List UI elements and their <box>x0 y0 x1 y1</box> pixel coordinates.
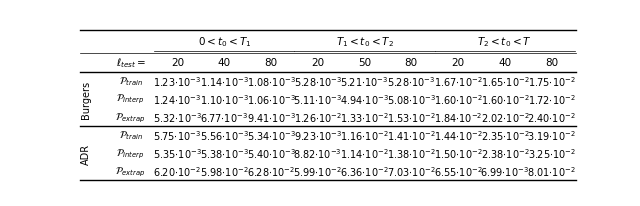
Text: $5.28{\cdot}10^{-3}$: $5.28{\cdot}10^{-3}$ <box>294 74 342 88</box>
Text: $1.50{\cdot}10^{-2}$: $1.50{\cdot}10^{-2}$ <box>434 146 483 160</box>
Text: $5.75{\cdot}10^{-3}$: $5.75{\cdot}10^{-3}$ <box>154 128 202 142</box>
Text: $1.60{\cdot}10^{-2}$: $1.60{\cdot}10^{-2}$ <box>434 92 483 106</box>
Text: $1.33{\cdot}10^{-2}$: $1.33{\cdot}10^{-2}$ <box>340 110 389 124</box>
Text: $6.77{\cdot}10^{-3}$: $6.77{\cdot}10^{-3}$ <box>200 110 248 124</box>
Text: 40: 40 <box>218 58 231 68</box>
Text: $\mathcal{P}_{extrap}$: $\mathcal{P}_{extrap}$ <box>115 111 146 124</box>
Text: $5.08{\cdot}10^{-3}$: $5.08{\cdot}10^{-3}$ <box>387 92 436 106</box>
Text: $1.72{\cdot}10^{-2}$: $1.72{\cdot}10^{-2}$ <box>528 92 575 106</box>
Text: $2.40{\cdot}10^{-2}$: $2.40{\cdot}10^{-2}$ <box>527 110 576 124</box>
Text: $2.35{\cdot}10^{-2}$: $2.35{\cdot}10^{-2}$ <box>481 128 529 142</box>
Text: 20: 20 <box>311 58 324 68</box>
Text: $9.41{\cdot}10^{-3}$: $9.41{\cdot}10^{-3}$ <box>246 110 296 124</box>
Text: $5.99{\cdot}10^{-2}$: $5.99{\cdot}10^{-2}$ <box>294 164 342 178</box>
Text: $8.82{\cdot}10^{-3}$: $8.82{\cdot}10^{-3}$ <box>294 146 342 160</box>
Text: 50: 50 <box>358 58 371 68</box>
Text: $1.44{\cdot}10^{-2}$: $1.44{\cdot}10^{-2}$ <box>434 128 483 142</box>
Text: $5.35{\cdot}10^{-3}$: $5.35{\cdot}10^{-3}$ <box>153 146 202 160</box>
Text: $1.41{\cdot}10^{-2}$: $1.41{\cdot}10^{-2}$ <box>387 128 436 142</box>
Text: $T_2 < t_0 < T$: $T_2 < t_0 < T$ <box>477 35 532 49</box>
Text: $0 < t_0 < T_1$: $0 < t_0 < T_1$ <box>198 35 251 49</box>
Text: $1.60{\cdot}10^{-2}$: $1.60{\cdot}10^{-2}$ <box>481 92 529 106</box>
Text: $1.14{\cdot}10^{-3}$: $1.14{\cdot}10^{-3}$ <box>200 74 248 88</box>
Text: $5.32{\cdot}10^{-3}$: $5.32{\cdot}10^{-3}$ <box>153 110 202 124</box>
Text: 40: 40 <box>499 58 511 68</box>
Text: $4.94{\cdot}10^{-3}$: $4.94{\cdot}10^{-3}$ <box>340 92 389 106</box>
Text: $6.99{\cdot}10^{-3}$: $6.99{\cdot}10^{-3}$ <box>481 164 529 178</box>
Text: $\ell_{test} =$: $\ell_{test} =$ <box>115 56 146 70</box>
Text: $1.23{\cdot}10^{-3}$: $1.23{\cdot}10^{-3}$ <box>154 74 202 88</box>
Text: $1.06{\cdot}10^{-3}$: $1.06{\cdot}10^{-3}$ <box>246 92 296 106</box>
Text: $1.26{\cdot}10^{-2}$: $1.26{\cdot}10^{-2}$ <box>294 110 342 124</box>
Text: $1.14{\cdot}10^{-2}$: $1.14{\cdot}10^{-2}$ <box>340 146 389 160</box>
Text: $5.98{\cdot}10^{-2}$: $5.98{\cdot}10^{-2}$ <box>200 164 248 178</box>
Text: $2.38{\cdot}10^{-2}$: $2.38{\cdot}10^{-2}$ <box>481 146 529 160</box>
Text: $7.03{\cdot}10^{-2}$: $7.03{\cdot}10^{-2}$ <box>387 164 436 178</box>
Text: $\mathcal{P}_{train}$: $\mathcal{P}_{train}$ <box>118 129 143 142</box>
Text: 20: 20 <box>171 58 184 68</box>
Text: $1.16{\cdot}10^{-2}$: $1.16{\cdot}10^{-2}$ <box>340 128 389 142</box>
Text: $5.11{\cdot}10^{-3}$: $5.11{\cdot}10^{-3}$ <box>293 92 342 106</box>
Text: $1.67{\cdot}10^{-2}$: $1.67{\cdot}10^{-2}$ <box>434 74 483 88</box>
Text: $\mathcal{P}_{interp}$: $\mathcal{P}_{interp}$ <box>116 93 145 106</box>
Text: $\mathcal{P}_{interp}$: $\mathcal{P}_{interp}$ <box>116 146 145 160</box>
Text: $1.75{\cdot}10^{-2}$: $1.75{\cdot}10^{-2}$ <box>528 74 575 88</box>
Text: $5.34{\cdot}10^{-3}$: $5.34{\cdot}10^{-3}$ <box>246 128 296 142</box>
Text: $6.55{\cdot}10^{-2}$: $6.55{\cdot}10^{-2}$ <box>434 164 483 178</box>
Text: $3.25{\cdot}10^{-2}$: $3.25{\cdot}10^{-2}$ <box>527 146 575 160</box>
Text: $5.28{\cdot}10^{-3}$: $5.28{\cdot}10^{-3}$ <box>387 74 435 88</box>
Text: $6.36{\cdot}10^{-2}$: $6.36{\cdot}10^{-2}$ <box>340 164 389 178</box>
Text: $2.02{\cdot}10^{-2}$: $2.02{\cdot}10^{-2}$ <box>481 110 529 124</box>
Text: $5.38{\cdot}10^{-3}$: $5.38{\cdot}10^{-3}$ <box>200 146 248 160</box>
Text: $9.23{\cdot}10^{-3}$: $9.23{\cdot}10^{-3}$ <box>294 128 342 142</box>
Text: 20: 20 <box>451 58 465 68</box>
Text: $6.28{\cdot}10^{-2}$: $6.28{\cdot}10^{-2}$ <box>247 164 295 178</box>
Text: $1.53{\cdot}10^{-2}$: $1.53{\cdot}10^{-2}$ <box>387 110 436 124</box>
Text: $1.84{\cdot}10^{-2}$: $1.84{\cdot}10^{-2}$ <box>434 110 483 124</box>
Text: Burgers: Burgers <box>81 80 91 118</box>
Text: $1.08{\cdot}10^{-3}$: $1.08{\cdot}10^{-3}$ <box>246 74 296 88</box>
Text: $3.19{\cdot}10^{-2}$: $3.19{\cdot}10^{-2}$ <box>527 128 576 142</box>
Text: $5.40{\cdot}10^{-3}$: $5.40{\cdot}10^{-3}$ <box>246 146 296 160</box>
Text: $5.56{\cdot}10^{-3}$: $5.56{\cdot}10^{-3}$ <box>200 128 248 142</box>
Text: $1.24{\cdot}10^{-3}$: $1.24{\cdot}10^{-3}$ <box>154 92 202 106</box>
Text: $8.01{\cdot}10^{-2}$: $8.01{\cdot}10^{-2}$ <box>527 164 576 178</box>
Text: $1.10{\cdot}10^{-3}$: $1.10{\cdot}10^{-3}$ <box>200 92 248 106</box>
Text: 80: 80 <box>404 58 418 68</box>
Text: $\mathcal{P}_{train}$: $\mathcal{P}_{train}$ <box>118 75 143 88</box>
Text: 80: 80 <box>545 58 558 68</box>
Text: $5.21{\cdot}10^{-3}$: $5.21{\cdot}10^{-3}$ <box>340 74 388 88</box>
Text: $6.20{\cdot}10^{-2}$: $6.20{\cdot}10^{-2}$ <box>154 164 202 178</box>
Text: ADR: ADR <box>81 143 91 164</box>
Text: $1.65{\cdot}10^{-2}$: $1.65{\cdot}10^{-2}$ <box>481 74 529 88</box>
Text: $\mathcal{P}_{extrap}$: $\mathcal{P}_{extrap}$ <box>115 165 146 178</box>
Text: $1.38{\cdot}10^{-2}$: $1.38{\cdot}10^{-2}$ <box>387 146 436 160</box>
Text: 80: 80 <box>264 58 278 68</box>
Text: $T_1 < t_0 < T_2$: $T_1 < t_0 < T_2$ <box>335 35 394 49</box>
